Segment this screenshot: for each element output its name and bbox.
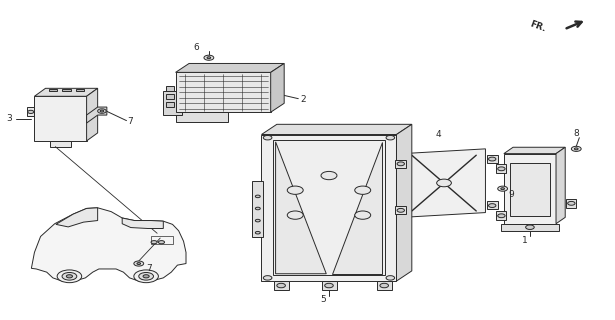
Bar	[486, 201, 498, 209]
Polygon shape	[504, 147, 565, 154]
Circle shape	[355, 186, 371, 194]
Circle shape	[255, 231, 260, 234]
Bar	[175, 72, 271, 112]
Circle shape	[321, 172, 337, 180]
Circle shape	[571, 146, 581, 151]
Bar	[252, 181, 263, 237]
Circle shape	[498, 167, 505, 171]
Circle shape	[287, 186, 303, 194]
Text: 7: 7	[146, 264, 152, 273]
Text: 5: 5	[320, 295, 326, 304]
Circle shape	[151, 241, 157, 244]
Circle shape	[355, 211, 371, 219]
Polygon shape	[271, 63, 284, 112]
Polygon shape	[175, 63, 284, 72]
Circle shape	[143, 275, 149, 278]
Circle shape	[255, 219, 260, 222]
Polygon shape	[31, 208, 186, 281]
Circle shape	[134, 261, 144, 266]
Bar	[175, 112, 228, 122]
Bar	[62, 89, 71, 92]
Circle shape	[386, 276, 395, 280]
Text: 1: 1	[522, 236, 528, 245]
Bar	[261, 134, 397, 281]
Polygon shape	[122, 218, 164, 228]
Circle shape	[28, 110, 34, 114]
Text: 4: 4	[435, 130, 441, 139]
Bar	[151, 236, 172, 244]
Polygon shape	[87, 107, 107, 123]
Polygon shape	[34, 88, 98, 96]
Circle shape	[325, 283, 333, 288]
Circle shape	[66, 275, 73, 278]
Circle shape	[397, 208, 405, 212]
Circle shape	[255, 195, 260, 198]
Text: FR.: FR.	[528, 19, 547, 33]
Circle shape	[501, 188, 504, 190]
Circle shape	[263, 135, 272, 140]
Bar	[377, 281, 392, 290]
Circle shape	[526, 225, 534, 229]
Bar	[50, 141, 71, 147]
Polygon shape	[556, 147, 565, 224]
Circle shape	[134, 270, 159, 283]
Bar	[167, 94, 173, 100]
Bar	[322, 281, 337, 290]
Bar	[274, 281, 289, 290]
Circle shape	[57, 270, 82, 283]
Bar	[76, 89, 84, 92]
Polygon shape	[27, 108, 34, 116]
Circle shape	[498, 186, 507, 191]
Bar	[496, 211, 506, 220]
Bar	[167, 102, 173, 108]
Circle shape	[100, 110, 104, 112]
Polygon shape	[87, 88, 98, 141]
Text: 2: 2	[300, 95, 306, 104]
Bar	[395, 160, 407, 168]
Circle shape	[137, 263, 141, 265]
Circle shape	[437, 179, 451, 187]
Circle shape	[380, 283, 389, 288]
Circle shape	[207, 57, 211, 59]
Circle shape	[204, 55, 214, 60]
Circle shape	[98, 109, 106, 113]
Polygon shape	[331, 142, 383, 274]
Text: 8: 8	[573, 129, 579, 138]
Circle shape	[139, 272, 154, 280]
Circle shape	[488, 157, 496, 161]
Circle shape	[397, 162, 405, 166]
Circle shape	[62, 272, 77, 280]
Polygon shape	[276, 142, 327, 274]
Circle shape	[574, 148, 578, 150]
Polygon shape	[56, 208, 98, 227]
Bar	[504, 154, 556, 224]
Text: 7: 7	[128, 117, 133, 126]
Circle shape	[263, 276, 272, 280]
Bar	[49, 89, 57, 92]
Circle shape	[255, 207, 260, 210]
Circle shape	[277, 283, 285, 288]
Bar	[510, 163, 550, 216]
Circle shape	[287, 211, 303, 219]
Bar	[272, 140, 386, 275]
Bar	[496, 164, 506, 173]
Polygon shape	[34, 96, 87, 141]
Polygon shape	[397, 124, 412, 281]
Polygon shape	[261, 124, 412, 134]
Circle shape	[159, 241, 165, 244]
Bar	[167, 86, 173, 92]
Bar	[395, 206, 407, 214]
Bar	[164, 92, 181, 116]
Bar	[501, 224, 559, 231]
Text: 9: 9	[509, 190, 515, 199]
Circle shape	[568, 201, 575, 205]
Polygon shape	[403, 149, 485, 217]
Bar	[566, 199, 576, 208]
Circle shape	[488, 204, 496, 207]
Circle shape	[498, 214, 505, 218]
Circle shape	[386, 135, 395, 140]
Bar	[486, 155, 498, 163]
Text: 3: 3	[6, 114, 12, 123]
Text: 6: 6	[194, 43, 199, 52]
